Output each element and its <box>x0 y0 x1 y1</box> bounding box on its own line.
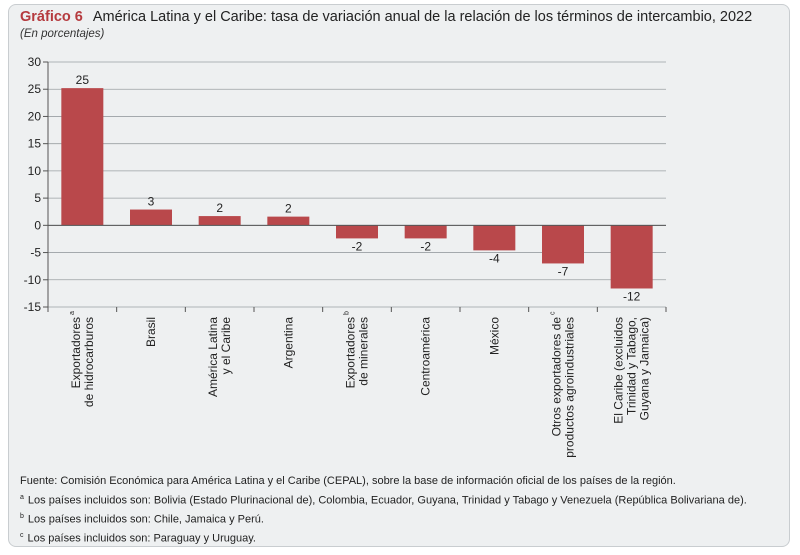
data-label: -12 <box>623 289 641 303</box>
source-note: Fuente: Comisión Económica para América … <box>20 475 676 487</box>
y-tick-label: -10 <box>24 273 42 287</box>
y-tick-label: 30 <box>28 55 42 69</box>
y-tick-label: 15 <box>28 137 42 151</box>
y-tick-label: 5 <box>34 191 41 205</box>
y-tick-label: -15 <box>24 300 42 314</box>
x-tick-label: Centroamérica <box>419 317 433 396</box>
chart-title: Gráfico 6 América Latina y el Caribe: tas… <box>20 9 752 25</box>
footnote-marker: b <box>344 311 351 315</box>
figure-title: América Latina y el Caribe: tasa de vari… <box>92 9 753 25</box>
data-label: 3 <box>148 195 155 209</box>
x-category-label: El Caribe (excluidos Trinidad y Tabago, Gu… <box>612 317 652 424</box>
x-tick-label: Exportadores <box>344 317 358 388</box>
bar <box>130 209 172 226</box>
x-tick-label: productos agroindustriales <box>563 317 577 458</box>
bar <box>267 216 310 226</box>
footnote-marker: c <box>550 311 557 315</box>
bar <box>610 225 653 289</box>
y-tick-label: 20 <box>28 109 42 123</box>
x-tick-label: y el Caribe <box>219 317 233 375</box>
chart-notes: Fuente: Comisión Económica para América … <box>20 474 747 547</box>
x-category-label: Brasil <box>144 317 158 347</box>
x-category-label: Exportadores de minerales b <box>344 311 371 388</box>
data-label: 2 <box>285 202 292 216</box>
x-category-label: Argentina <box>281 317 295 369</box>
bar <box>336 225 378 239</box>
footnote-b: b Los países incluidos son: Chile, Jamaic… <box>20 512 264 526</box>
x-tick-label: América Latina <box>206 317 220 397</box>
x-tick-label: El Caribe (excluidos <box>612 317 626 424</box>
x-tick-label: de hidrocarburos <box>82 317 96 407</box>
data-label: -2 <box>352 239 363 253</box>
x-category-label: México <box>487 317 501 355</box>
x-tick-label: Argentina <box>281 317 295 369</box>
bar-chart: 30 25 20 15 10 5 0 -5 -10 -15 25 3 2 2 -2 -2 -4 -7 -12 Expo… <box>24 55 667 458</box>
x-category-label: Exportadores de hidrocarburos a <box>69 311 96 407</box>
x-tick-label: de minerales <box>357 317 371 386</box>
bar <box>542 225 584 264</box>
data-label: 25 <box>76 73 90 87</box>
x-tick-label: Otros exportadores de <box>550 317 564 437</box>
bar <box>473 225 516 251</box>
figure-number: Gráfico 6 <box>20 9 83 25</box>
data-label: -7 <box>558 264 569 278</box>
y-tick-label: -5 <box>30 246 41 260</box>
y-tick-label: 0 <box>34 218 41 232</box>
x-category-label: Centroamérica <box>419 317 433 396</box>
x-category-label: América Latina y el Caribe <box>206 317 233 397</box>
x-tick-label: Trinidad y Tabago, <box>625 317 639 415</box>
bar <box>404 225 447 239</box>
y-tick-label: 25 <box>28 82 42 96</box>
data-label: -2 <box>420 239 431 253</box>
bar <box>198 216 241 226</box>
chart-panel <box>8 4 790 547</box>
footnote-a: a Los países incluidos son: Bolivia (Esta… <box>20 493 747 507</box>
chart-subtitle: (En porcentajes) <box>20 28 105 40</box>
x-tick-label: Guyana y Jamaica) <box>638 317 652 420</box>
x-tick-label: México <box>487 317 501 355</box>
x-tick-label: Brasil <box>144 317 158 347</box>
x-category-label: Otros exportadores de productos agroindus… <box>550 311 577 458</box>
y-tick-label: 10 <box>28 164 42 178</box>
x-tick-label: Exportadores <box>69 317 83 388</box>
bar <box>61 88 104 226</box>
data-label: 2 <box>216 201 223 215</box>
data-label: -4 <box>489 251 500 265</box>
footnote-c: c Los países incluidos son: Paraguay y Ur… <box>20 531 256 545</box>
footnote-marker: a <box>69 311 76 315</box>
